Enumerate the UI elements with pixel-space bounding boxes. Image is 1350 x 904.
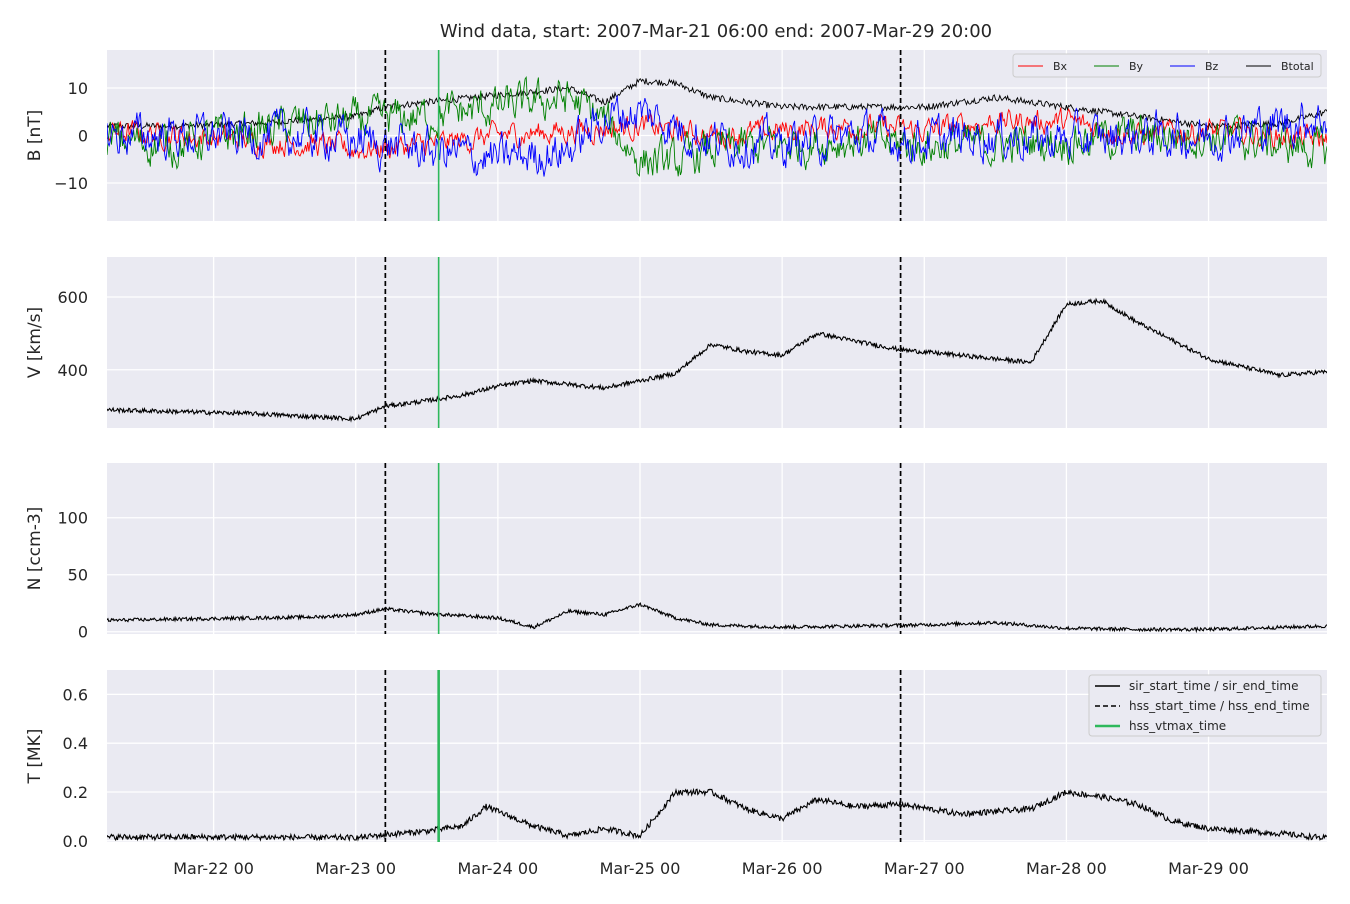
legend-event-1-label: sir_start_time / sir_end_time	[1129, 679, 1299, 693]
panel-1-ytick-label: 10	[68, 79, 88, 98]
panel-3-ylabel: N [ccm-3]	[25, 507, 45, 591]
x-tick-label: Mar-27 00	[884, 859, 965, 878]
panel-3-ytick-label: 50	[68, 566, 88, 585]
panel-2-ytick-label: 400	[57, 361, 88, 380]
panel-3-ytick-label: 100	[57, 509, 88, 528]
x-tick-label: Mar-22 00	[173, 859, 254, 878]
series-n-line	[107, 602, 1327, 634]
legend-b-box	[1012, 53, 1322, 78]
panel-4-ylabel: T [MK]	[25, 729, 45, 785]
panel-4-plot-area	[107, 787, 1327, 842]
series-v-line	[107, 297, 1327, 423]
legend-btotal-label: Btotal	[1281, 60, 1314, 73]
legend-event-2-label: hss_start_time / hss_end_time	[1129, 699, 1310, 713]
x-tick-label: Mar-25 00	[600, 859, 681, 878]
panel-3-background	[107, 463, 1327, 634]
x-tick-label: Mar-26 00	[742, 859, 823, 878]
panel-2-ytick-label: 600	[57, 288, 88, 307]
legend-bx-label: Bx	[1053, 60, 1068, 73]
x-tick-label: Mar-29 00	[1168, 859, 1249, 878]
series-by-line	[107, 75, 1327, 177]
panel-4-ytick-label: 0.2	[63, 783, 88, 802]
series-t-line	[107, 787, 1327, 842]
panel-2-plot-area	[107, 297, 1327, 423]
series-bz-line	[107, 95, 1327, 177]
legend-events-box	[1088, 674, 1322, 737]
panel-4-ytick-label: 0.4	[63, 734, 88, 753]
panel-1-ylabel: B [nT]	[25, 110, 45, 162]
legend-bz-label: Bz	[1205, 60, 1219, 73]
x-tick-label: Mar-23 00	[315, 859, 396, 878]
panel-2-background	[107, 257, 1327, 428]
panel-1-plot-area	[107, 75, 1327, 177]
series-btotal-line	[107, 78, 1327, 131]
panel-3-ytick-label: 0	[78, 623, 88, 642]
panel-3-plot-area	[107, 602, 1327, 634]
chart-title: Wind data, start: 2007-Mar-21 06:00 end:…	[440, 21, 992, 42]
legend-event-3-label: hss_vtmax_time	[1129, 719, 1226, 733]
panel-4-ytick-label: 0.0	[63, 832, 88, 851]
panel-1-ytick-label: 0	[78, 127, 88, 146]
panel-1-ytick-label: −10	[54, 174, 88, 193]
panel-2-ylabel: V [km/s]	[25, 307, 45, 378]
x-tick-label: Mar-28 00	[1026, 859, 1107, 878]
x-tick-label: Mar-24 00	[457, 859, 538, 878]
panel-4-ytick-label: 0.6	[63, 685, 88, 704]
legend-by-label: By	[1129, 60, 1144, 73]
